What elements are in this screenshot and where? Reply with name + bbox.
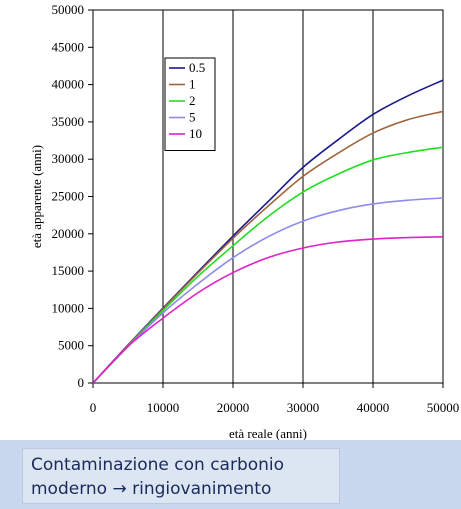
x-tick-label: 20000 <box>217 400 250 415</box>
x-axis-title: età reale (anni) <box>229 426 307 440</box>
x-tick-label: 40000 <box>357 400 390 415</box>
caption-line-1: Contaminazione con carbonio <box>31 455 285 475</box>
x-tick-label: 30000 <box>287 400 320 415</box>
y-tick-label: 20000 <box>52 226 85 241</box>
legend-label: 2 <box>189 93 196 108</box>
legend: 0.5 12 510 <box>164 57 216 151</box>
legend-label: 1 <box>189 77 196 92</box>
y-tick-label: 25000 <box>52 189 85 204</box>
y-tick-label: 10000 <box>52 300 85 315</box>
y-tick-label: 45000 <box>52 39 85 54</box>
y-tick-label: 35000 <box>52 114 85 129</box>
y-tick-label: 0 <box>78 375 85 390</box>
x-tick-label: 50000 <box>427 400 460 415</box>
caption-box: Contaminazione con carbonio moderno → ri… <box>22 448 340 504</box>
y-tick-label: 30000 <box>52 151 85 166</box>
x-axis-ticks: 0 10000 20000 30000 40000 50000 <box>90 383 460 415</box>
line-chart: 0 5000 10000 15000 20000 25000 30000 35000 40000… <box>29 2 460 440</box>
y-tick-label: 50000 <box>52 2 85 17</box>
chart-panel: 0 5000 10000 15000 20000 25000 30000 35000 40000… <box>0 0 461 440</box>
y-tick-label: 15000 <box>52 263 85 278</box>
series-line-2 <box>92 146 444 384</box>
legend-label: 0.5 <box>189 60 205 75</box>
legend-label: 10 <box>189 126 202 141</box>
y-tick-label: 5000 <box>58 338 84 353</box>
series-line-10 <box>92 235 444 384</box>
series-line-5 <box>92 197 444 384</box>
series-lines <box>92 79 444 384</box>
x-tick-label: 10000 <box>147 400 180 415</box>
legend-box <box>164 57 216 151</box>
legend-label: 5 <box>189 110 196 125</box>
x-tick-label: 0 <box>90 400 97 415</box>
y-tick-label: 40000 <box>52 77 85 92</box>
series-line-1 <box>92 110 444 384</box>
caption-line-2: moderno → ringiovanimento <box>31 479 272 499</box>
y-axis-title: età apparente (anni) <box>29 145 44 248</box>
y-axis-ticks: 0 5000 10000 15000 20000 25000 30000 35000 40000… <box>52 2 93 390</box>
grid-lines <box>162 10 374 383</box>
